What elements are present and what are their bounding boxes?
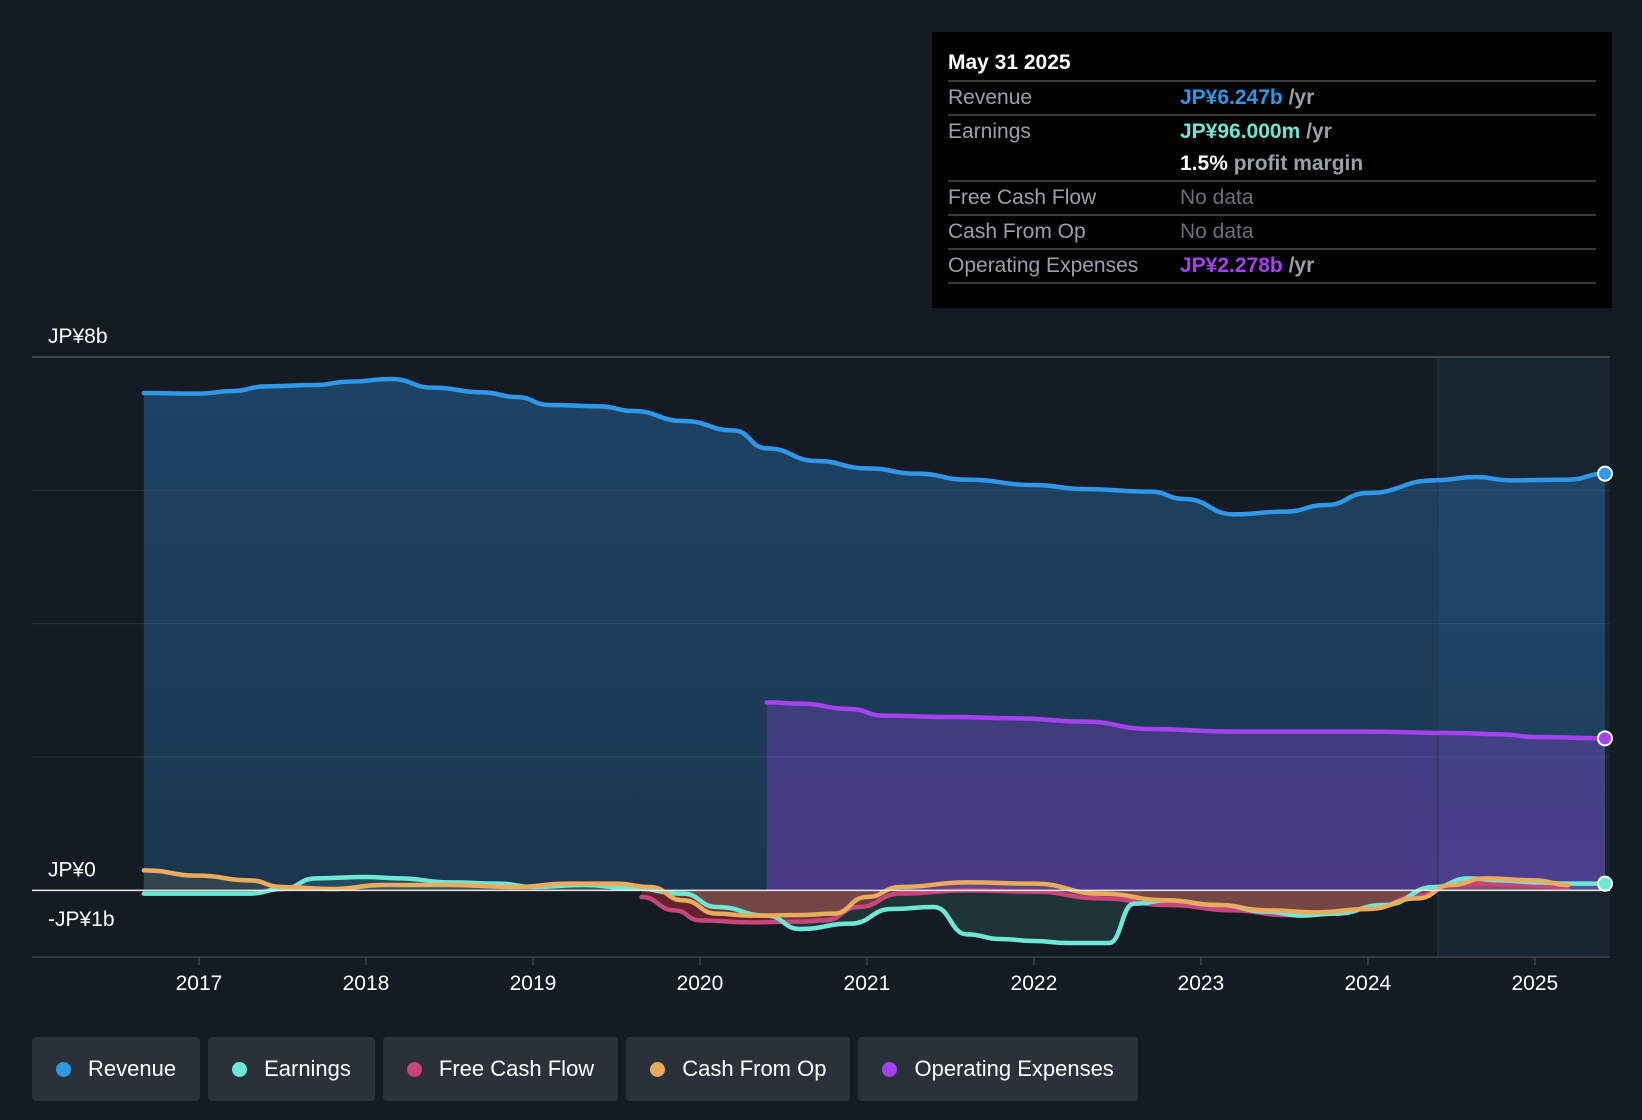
legend-earnings[interactable]: Earnings [208, 1037, 375, 1101]
tooltip-row-opex: Operating Expenses JP¥2.278b /yr [948, 248, 1596, 284]
tooltip-fcf-value: No data [1180, 186, 1254, 209]
opex-area [766, 702, 1605, 891]
tooltip-cfo-value: No data [1180, 220, 1254, 243]
legend-cfo-label: Cash From Op [682, 1056, 827, 1081]
tooltip-opex-value: JP¥2.278b [1180, 254, 1283, 277]
x-tick-label: 2025 [1511, 972, 1558, 995]
tooltip-revenue-label: Revenue [948, 86, 1033, 109]
tooltip-row-earnings: Earnings JP¥96.000m /yr [948, 114, 1596, 148]
x-tick-label: 2021 [844, 972, 891, 995]
cfo-line [141, 868, 1571, 918]
y-tick-label: -JP¥1b [48, 908, 115, 931]
legend-fcf[interactable]: Free Cash Flow [382, 1037, 619, 1101]
tooltip-opex-label: Operating Expenses [948, 254, 1139, 277]
revenue-line [141, 376, 1608, 517]
opex-end-marker[interactable] [1596, 730, 1613, 747]
x-tick-label: 2018 [343, 972, 390, 995]
series-fills [143, 379, 1605, 943]
tooltip-margin-value: 1.5% [1180, 152, 1228, 175]
y-tick-label: JP¥8b [48, 325, 108, 348]
legend-earnings-label: Earnings [264, 1056, 351, 1081]
end-markers [1596, 465, 1613, 892]
tooltip-revenue-value: JP¥6.247b [1180, 86, 1283, 109]
x-tick-label: 2022 [1011, 972, 1058, 995]
tooltip-cfo-label: Cash From Op [948, 220, 1086, 243]
x-tick-label: 2020 [677, 972, 724, 995]
legend-revenue-label: Revenue [88, 1056, 177, 1081]
earnings-end-marker[interactable] [1596, 875, 1613, 892]
legend-fcf-label: Free Cash Flow [438, 1056, 595, 1081]
tooltip-opex-unit: /yr [1288, 254, 1315, 277]
axes: JP¥8b JP¥0 -JP¥1b 2017 2018 2019 2020 2021 2022 2… [48, 325, 1558, 995]
chart-area: JP¥8b JP¥0 -JP¥1b 2017 2018 2019 2020 2021 2022 2… [32, 325, 1613, 995]
legend-revenue[interactable]: Revenue [32, 1037, 201, 1101]
opex-dot-icon [882, 1061, 898, 1077]
revenue-dot-icon [56, 1061, 71, 1077]
tooltip-revenue-unit: /yr [1288, 86, 1315, 109]
tooltip-row-fcf: Free Cash Flow No data [948, 180, 1596, 214]
tooltip-earnings-value: JP¥96.000m [1180, 120, 1301, 143]
tooltip-margin-label: profit margin [1233, 152, 1364, 175]
x-tick-label: 2017 [176, 972, 223, 995]
tooltip-fcf-label: Free Cash Flow [948, 186, 1097, 209]
series-lines [32, 357, 1610, 957]
earnings-area [143, 877, 1605, 943]
revenue-end-marker[interactable] [1596, 465, 1613, 482]
earnings-dot-icon [232, 1061, 248, 1077]
x-tick-label: 2019 [510, 972, 557, 995]
legend-opex-label: Operating Expenses [914, 1056, 1114, 1081]
y-tick-label: JP¥0 [48, 858, 96, 881]
tooltip-row-margin: 1.5% profit margin [948, 148, 1596, 180]
fcf-dot-icon [406, 1061, 422, 1077]
legend-opex[interactable]: Operating Expenses [858, 1037, 1138, 1101]
tooltip-earnings-label: Earnings [948, 120, 1031, 143]
tooltip-date: May 31 2025 [948, 51, 1071, 74]
opex-line [764, 700, 1608, 741]
cfo-dot-icon [650, 1061, 666, 1077]
tooltip-row-cfo: Cash From Op No data [948, 214, 1596, 248]
x-tick-label: 2024 [1345, 972, 1392, 995]
x-tick-label: 2023 [1178, 972, 1225, 995]
legend-cfo[interactable]: Cash From Op [626, 1037, 851, 1101]
chart-legend: Revenue Earnings Free Cash Flow Cash Fro… [32, 1037, 1138, 1101]
tooltip-earnings-unit: /yr [1306, 120, 1332, 143]
data-tooltip: May 31 2025 Revenue JP¥6.247b /yr Earnin… [932, 32, 1612, 308]
tooltip-row-revenue: Revenue JP¥6.247b /yr [948, 80, 1596, 114]
